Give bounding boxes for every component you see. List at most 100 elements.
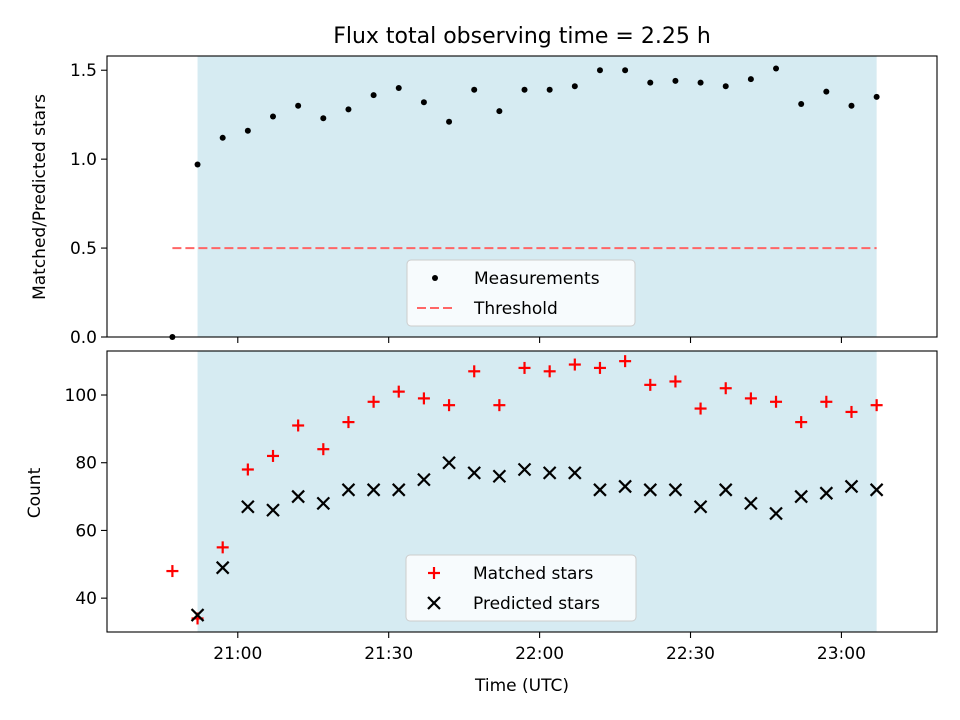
chart-title: Flux total observing time = 2.25 h xyxy=(333,24,711,49)
top-legend-handle-0 xyxy=(432,275,438,281)
bottom-point-0-9 xyxy=(392,385,405,398)
bottom-point-1-1 xyxy=(190,608,205,622)
bottom-y-tick-label-2: 80 xyxy=(75,454,97,474)
bottom-point-0-0 xyxy=(166,565,179,578)
bottom-point-1-17 xyxy=(593,483,607,497)
bottom-y-tick-label-0: 40 xyxy=(75,589,97,609)
bottom-point-1-15 xyxy=(542,466,557,480)
bottom-point-0-3 xyxy=(241,463,254,476)
bottom-y-tick-label-1: 60 xyxy=(75,521,97,541)
bottom-point-1-16 xyxy=(568,466,582,480)
top-y-tick-label-1: 0.5 xyxy=(70,239,97,259)
bottom-point-0-13 xyxy=(493,399,506,412)
bottom-point-1-12 xyxy=(467,466,481,480)
bottom-point-0-24 xyxy=(770,395,783,408)
bottom-point-1-26 xyxy=(819,486,834,500)
x-tick-label-3: 22:30 xyxy=(666,644,715,664)
top-frame xyxy=(106,55,938,338)
bottom-legend-label-0: Matched stars xyxy=(473,564,593,584)
bottom-point-0-7 xyxy=(342,416,355,429)
bottom-point-0-26 xyxy=(820,395,833,408)
bottom-point-0-18 xyxy=(619,355,632,368)
bottom-point-0-10 xyxy=(417,392,430,405)
top-point-0-17 xyxy=(596,67,603,74)
bottom-point-1-20 xyxy=(668,483,683,497)
top-point-0-14 xyxy=(521,86,528,93)
bottom-point-0-20 xyxy=(669,375,682,388)
bottom-point-0-11 xyxy=(443,399,456,412)
bottom-point-1-5 xyxy=(291,489,305,504)
top-point-0-3 xyxy=(244,127,251,134)
top-point-0-16 xyxy=(571,83,578,90)
count-panel: 40 60 80 100 21:00 21:30 22:00 22:30 23:00 Matche… xyxy=(65,350,938,664)
bottom-point-0-21 xyxy=(694,402,707,415)
top-point-0-19 xyxy=(647,79,654,86)
bottom-point-0-12 xyxy=(468,365,481,378)
top-point-0-11 xyxy=(446,118,453,125)
bottom-point-1-6 xyxy=(316,496,331,511)
top-point-0-9 xyxy=(395,85,402,92)
bottom-frame xyxy=(106,350,938,633)
bottom-y-axis-label: Count xyxy=(25,467,45,518)
bottom-legend-label-1: Predicted stars xyxy=(473,594,600,614)
bottom-point-0-4 xyxy=(267,449,279,462)
top-point-0-8 xyxy=(370,92,377,99)
bottom-point-1-24 xyxy=(769,506,783,521)
x-tick-label-1: 21:30 xyxy=(364,644,413,664)
bottom-point-0-15 xyxy=(543,365,556,378)
top-legend-label-0: Measurements xyxy=(474,269,600,289)
bottom-point-0-16 xyxy=(568,358,581,371)
bottom-point-0-22 xyxy=(719,382,732,395)
top-point-0-24 xyxy=(773,65,780,72)
top-point-0-23 xyxy=(747,76,754,83)
x-tick-label-4: 23:00 xyxy=(817,644,866,664)
bottom-point-0-28 xyxy=(870,399,883,412)
top-point-0-6 xyxy=(320,115,327,122)
bottom-point-0-19 xyxy=(644,378,657,391)
top-point-0-13 xyxy=(496,108,503,115)
bottom-point-1-10 xyxy=(417,472,431,487)
bottom-point-1-27 xyxy=(844,479,859,494)
bottom-point-1-23 xyxy=(744,496,758,511)
bottom-legend-box xyxy=(405,554,637,622)
top-point-0-28 xyxy=(873,93,880,100)
bottom-point-0-14 xyxy=(518,361,531,374)
bottom-point-0-25 xyxy=(795,416,808,429)
top-point-0-2 xyxy=(219,134,226,141)
bottom-point-0-17 xyxy=(593,361,606,374)
bottom-point-0-23 xyxy=(744,392,757,405)
bottom-point-1-21 xyxy=(693,499,708,514)
top-point-0-27 xyxy=(848,102,855,109)
x-axis-label: Time (UTC) xyxy=(474,676,569,696)
ratio-panel: 0.0 0.5 1.0 1.5 Measurements Threshold xyxy=(70,55,938,348)
bottom-point-0-27 xyxy=(845,405,858,418)
top-point-0-10 xyxy=(420,99,427,106)
bottom-point-1-8 xyxy=(366,483,381,497)
x-tick-label-0: 21:00 xyxy=(213,644,262,664)
bottom-point-0-2 xyxy=(216,541,229,554)
bottom-point-0-6 xyxy=(317,443,330,456)
top-legend-box xyxy=(406,259,636,327)
bottom-legend: Matched stars Predicted stars xyxy=(405,554,637,622)
top-point-0-20 xyxy=(672,77,679,84)
top-point-0-5 xyxy=(295,102,302,109)
top-point-0-21 xyxy=(697,79,704,86)
top-y-tick-label-2: 1.0 xyxy=(70,150,97,170)
top-point-0-25 xyxy=(798,101,805,108)
bottom-point-1-22 xyxy=(718,483,733,497)
bottom-point-1-13 xyxy=(492,469,507,484)
bottom-y-tick-label-3: 100 xyxy=(65,386,97,406)
bottom-point-1-4 xyxy=(266,503,280,517)
top-point-0-26 xyxy=(823,88,830,95)
top-y-tick-label-0: 0.0 xyxy=(70,328,97,348)
top-point-0-1 xyxy=(194,161,201,168)
bottom-legend-handle-0 xyxy=(428,567,440,579)
bottom-point-1-3 xyxy=(241,499,255,514)
bottom-point-1-19 xyxy=(643,483,658,497)
bottom-point-1-25 xyxy=(794,489,808,504)
top-point-0-15 xyxy=(546,86,553,93)
bottom-point-1-18 xyxy=(618,479,632,494)
bottom-point-1-9 xyxy=(391,483,406,497)
top-point-0-12 xyxy=(471,86,478,93)
